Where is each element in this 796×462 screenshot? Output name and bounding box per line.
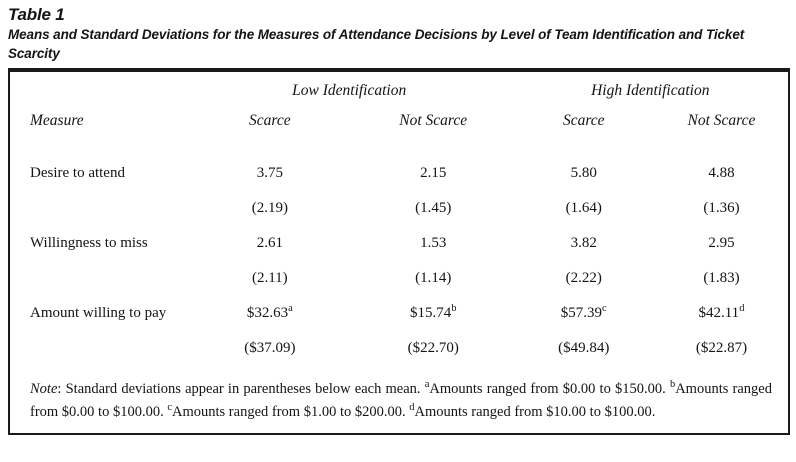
note-intro-text: : Standard deviations appear in parenthe… xyxy=(57,381,425,397)
table-row-desire-mean: Desire to attend 3.75 2.15 5.80 4.88 xyxy=(10,156,788,190)
col-header-low-scarce: Scarce xyxy=(249,112,291,129)
mean-cell: 5.80 xyxy=(570,164,597,181)
mean-cell: 2.95 xyxy=(708,234,735,251)
spanner-high-identification: High Identification xyxy=(591,82,710,99)
measure-label: Amount willing to pay xyxy=(30,304,167,321)
table-row-willingness-sd: (2.11) (1.14) (2.22) (1.83) xyxy=(10,260,788,296)
superscript-d: d xyxy=(739,302,745,314)
mean-cell: $32.63a xyxy=(246,302,293,321)
superscript-b: b xyxy=(451,302,457,314)
measure-empty-cell xyxy=(10,190,186,226)
sd-cell: ($22.87) xyxy=(695,339,748,356)
note-superscript-d: d xyxy=(409,401,415,413)
note-item-c: Amounts ranged from $1.00 to $200.00. xyxy=(172,403,410,420)
table-title: Means and Standard Deviations for the Me… xyxy=(8,27,745,61)
sd-cell: ($22.70) xyxy=(407,339,459,356)
table-box: Low Identification High Identification M… xyxy=(8,68,790,435)
superscript-c: c xyxy=(602,302,607,314)
table-row-willingness-mean: Willingness to miss 2.61 1.53 3.82 2.95 xyxy=(10,226,788,260)
superscript-a: a xyxy=(288,302,293,314)
note-item-b: Amounts ranged from $0.00 to $100.00. xyxy=(30,381,772,420)
mean-cell: 2.61 xyxy=(256,234,283,251)
note-superscript-c: c xyxy=(167,401,173,413)
sd-cell: (2.11) xyxy=(251,269,288,286)
note-label: Note xyxy=(30,381,58,397)
spanner-row: Low Identification High Identification xyxy=(10,72,788,102)
sd-cell: (1.64) xyxy=(565,199,602,216)
mean-cell: $57.39c xyxy=(560,302,607,321)
measure-empty-cell xyxy=(10,260,186,296)
col-header-low-not-scarce: Not Scarce xyxy=(399,112,468,129)
spanner-empty-cell xyxy=(10,72,186,102)
sd-cell: (1.36) xyxy=(703,199,740,216)
measure-label: Desire to attend xyxy=(30,164,125,181)
sd-cell: (2.19) xyxy=(251,199,288,216)
spacer-row xyxy=(10,140,788,156)
col-header-high-scarce: Scarce xyxy=(562,112,605,129)
sd-cell: ($49.84) xyxy=(558,339,610,356)
table-number: Table 1 xyxy=(8,5,65,24)
stats-table: Low Identification High Identification M… xyxy=(10,72,788,366)
sd-cell: (1.14) xyxy=(415,269,452,286)
col-header-high-not-scarce: Not Scarce xyxy=(687,112,756,129)
mean-cell: $15.74b xyxy=(409,302,457,321)
table-row-amount-mean: Amount willing to pay $32.63a $15.74b $5… xyxy=(10,296,788,330)
spanner-low-identification: Low Identification xyxy=(292,82,407,99)
column-header-row: Measure Scarce Not Scarce Scarce Not Sca… xyxy=(10,102,788,140)
sd-cell: (1.83) xyxy=(703,269,740,286)
measure-empty-cell xyxy=(10,330,186,366)
note-superscript-b: b xyxy=(669,379,676,391)
mean-cell: 1.53 xyxy=(420,234,447,251)
table-note: Note: Standard deviations appear in pare… xyxy=(10,366,788,433)
table-caption: Table 1 Means and Standard Deviations fo… xyxy=(0,0,796,63)
sd-cell: (2.22) xyxy=(565,269,602,286)
note-item-d: Amounts ranged from $10.00 to $100.00. xyxy=(414,403,656,420)
mean-cell: 3.82 xyxy=(570,234,597,251)
note-superscript-a: a xyxy=(424,379,430,391)
measure-label: Willingness to miss xyxy=(30,234,148,251)
mean-cell: 3.75 xyxy=(256,164,283,181)
sd-cell: ($37.09) xyxy=(244,339,296,356)
mean-cell: $42.11d xyxy=(698,302,745,321)
sd-cell: (1.45) xyxy=(415,199,452,216)
note-item-a: Amounts ranged from $0.00 to $150.00. xyxy=(429,381,670,397)
mean-cell: 2.15 xyxy=(420,164,447,181)
table-row-desire-sd: (2.19) (1.45) (1.64) (1.36) xyxy=(10,190,788,226)
table-row-amount-sd: ($37.09) ($22.70) ($49.84) ($22.87) xyxy=(10,330,788,366)
col-header-measure: Measure xyxy=(30,112,84,129)
mean-cell: 4.88 xyxy=(708,164,735,181)
